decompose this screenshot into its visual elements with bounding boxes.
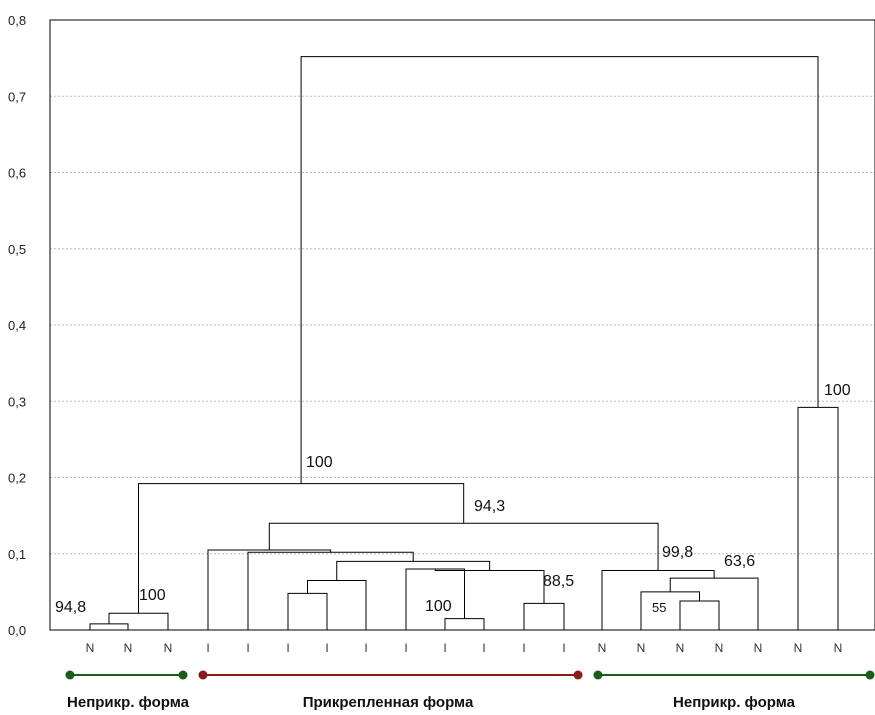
y-axis-ticks: 0,0 0,1 0,2 0,3 0,4 0,5 0,6 0,7 0,8 bbox=[8, 13, 26, 638]
leaf-label: N bbox=[86, 641, 95, 655]
y-tick-label: 0,5 bbox=[8, 242, 26, 257]
dendrogram-branch bbox=[669, 577, 759, 630]
leaf-label: N bbox=[754, 641, 763, 655]
leaf-label: I bbox=[246, 641, 249, 655]
plot-frame bbox=[49, 19, 875, 631]
y-tick-label: 0,0 bbox=[8, 623, 26, 638]
dendrogram-branch bbox=[207, 549, 332, 630]
y-tick-label: 0,1 bbox=[8, 547, 26, 562]
dendrogram-branch bbox=[640, 591, 700, 630]
group-bracket-end bbox=[865, 670, 875, 680]
dendrogram-branch bbox=[89, 623, 129, 630]
leaf-label: I bbox=[364, 641, 367, 655]
dendrogram-branch bbox=[287, 592, 328, 630]
dendrogram-branch bbox=[108, 612, 169, 630]
dendrogram-branch bbox=[300, 56, 819, 484]
bootstrap-value: 100 bbox=[824, 382, 851, 399]
y-tick-label: 0,8 bbox=[8, 13, 26, 28]
dendrogram-branch bbox=[247, 551, 414, 630]
leaf-label: I bbox=[404, 641, 407, 655]
dendrogram-branch bbox=[679, 600, 720, 630]
bootstrap-value: 55 bbox=[652, 600, 666, 615]
dendrogram-branch bbox=[797, 406, 839, 630]
grid-lines bbox=[50, 95, 875, 555]
bootstrap-value: 94,8 bbox=[55, 599, 86, 616]
group-brackets: Неприкр. форма Прикрепленная форма Неприкр… bbox=[65, 670, 875, 711]
dendrogram-branch bbox=[523, 602, 565, 630]
y-tick-label: 0,4 bbox=[8, 318, 26, 333]
leaf-label: N bbox=[598, 641, 607, 655]
group-bracket-end bbox=[178, 670, 188, 680]
leaf-label: N bbox=[637, 641, 646, 655]
bootstrap-value: 100 bbox=[425, 598, 452, 615]
bootstrap-value: 100 bbox=[306, 454, 333, 471]
dendrogram-branch bbox=[268, 522, 659, 571]
leaf-label: N bbox=[794, 641, 803, 655]
leaf-label: I bbox=[482, 641, 485, 655]
leaf-label: I bbox=[206, 641, 209, 655]
y-tick-label: 0,7 bbox=[8, 89, 26, 104]
leaf-label: I bbox=[562, 641, 565, 655]
y-tick-label: 0,3 bbox=[8, 394, 26, 409]
leaf-label: I bbox=[325, 641, 328, 655]
leaf-label: N bbox=[715, 641, 724, 655]
group-bracket-end bbox=[198, 670, 208, 680]
group-bracket-end bbox=[573, 670, 583, 680]
group-bracket-end bbox=[65, 670, 75, 680]
dendrogram-branches bbox=[89, 56, 839, 630]
group-label: Неприкр. форма bbox=[67, 694, 190, 711]
group-bracket-end bbox=[593, 670, 603, 680]
leaf-label: I bbox=[443, 641, 446, 655]
bootstrap-value: 94,3 bbox=[474, 498, 505, 515]
bootstrap-value: 63,6 bbox=[724, 553, 755, 570]
leaf-label: N bbox=[676, 641, 685, 655]
bootstrap-labels: 94,8 100 100 100 94,3 88,5 99,8 63,6 55 100 bbox=[55, 382, 851, 616]
leaf-label: N bbox=[124, 641, 133, 655]
leaf-label: I bbox=[286, 641, 289, 655]
group-label: Прикрепленная форма bbox=[303, 694, 474, 711]
bootstrap-value: 99,8 bbox=[662, 544, 693, 561]
dendrogram-branch bbox=[444, 618, 485, 630]
dendrogram-branch bbox=[307, 579, 367, 630]
leaf-label: I bbox=[522, 641, 525, 655]
group-label: Неприкр. форма bbox=[673, 694, 796, 711]
leaf-label: N bbox=[164, 641, 173, 655]
y-tick-label: 0,6 bbox=[8, 166, 26, 181]
leaf-label: N bbox=[834, 641, 843, 655]
bootstrap-value: 88,5 bbox=[543, 573, 574, 590]
y-tick-label: 0,2 bbox=[8, 471, 26, 486]
bootstrap-value: 100 bbox=[139, 587, 166, 604]
